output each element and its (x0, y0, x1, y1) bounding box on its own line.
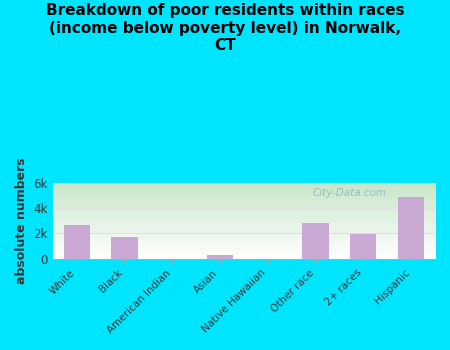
Bar (111, 237, 138, 259)
Text: Breakdown of poor residents within races
(income below poverty level) in Norwalk: Breakdown of poor residents within races… (46, 4, 404, 53)
Bar (63, 225, 90, 259)
Text: City-Data.com: City-Data.com (313, 188, 387, 198)
Bar (350, 234, 377, 259)
Bar (302, 223, 328, 259)
Bar (398, 197, 424, 259)
Y-axis label: absolute numbers: absolute numbers (15, 158, 28, 284)
Bar (207, 256, 233, 259)
